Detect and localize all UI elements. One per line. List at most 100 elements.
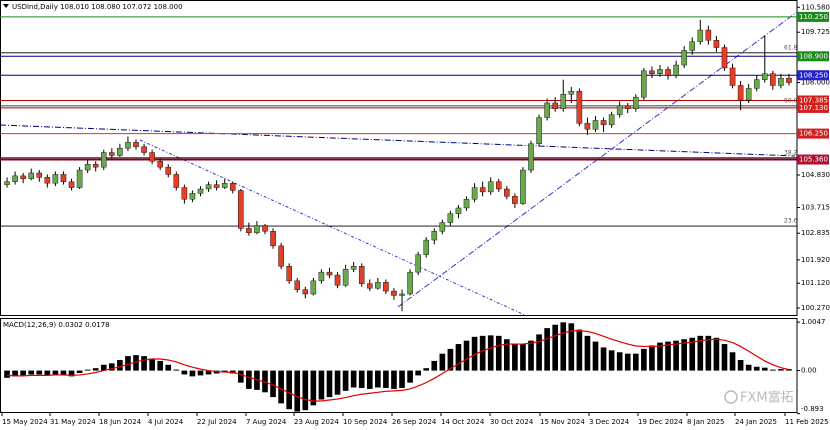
watermark: FXM富拓: [740, 390, 794, 406]
candle-body: [375, 282, 381, 289]
macd-bar: [641, 348, 647, 371]
macd-bar: [262, 370, 268, 393]
candle-body: [657, 69, 663, 74]
candle-body: [721, 47, 728, 69]
macd-bar: [383, 370, 389, 388]
candle-body: [697, 29, 704, 42]
macd-bar: [487, 335, 494, 371]
candle-body: [246, 228, 252, 233]
candle-body: [770, 73, 776, 86]
y-tick-label: 1.0047: [801, 318, 826, 326]
x-tick-label: 18 Jun 2024: [99, 418, 142, 426]
macd-bar: [770, 369, 776, 371]
candle-body: [294, 280, 301, 290]
macd-bar: [665, 341, 671, 371]
candle-body: [302, 289, 309, 295]
macd-bar: [721, 344, 728, 371]
x-tick-label: 7 Aug 2024: [246, 418, 287, 426]
candle-body: [407, 271, 413, 295]
candle-body: [633, 96, 639, 109]
candle-body: [504, 188, 510, 197]
macd-bar: [471, 336, 478, 371]
candle-body: [592, 120, 599, 130]
candle-body: [471, 187, 478, 200]
macd-bar: [713, 337, 720, 371]
candle-body: [254, 225, 260, 233]
y-tick-label: -0.893: [801, 405, 824, 413]
candle-body: [544, 102, 550, 118]
macd-bar: [157, 360, 164, 371]
macd-bar: [125, 356, 131, 371]
macd-bar: [528, 340, 534, 371]
x-tick-label: 11 Feb 2025: [785, 418, 829, 426]
level-label: 108.250: [799, 71, 828, 79]
candle-body: [326, 271, 333, 276]
macd-bar: [375, 370, 381, 388]
candle-body: [358, 266, 365, 284]
candle-body: [520, 169, 526, 204]
candle-body: [205, 184, 212, 190]
candle-body: [4, 181, 10, 185]
macd-bar: [205, 370, 212, 375]
macd-bar: [439, 353, 446, 371]
candle-body: [60, 174, 67, 182]
candle-body: [552, 102, 558, 109]
macd-bar: [786, 369, 792, 371]
candle-body: [189, 193, 196, 200]
macd-bar: [697, 335, 704, 371]
level-box: [797, 102, 829, 113]
candle-body: [455, 207, 462, 214]
fib-label: 38.2: [784, 149, 798, 156]
signal-line: [6, 329, 790, 402]
x-tick-label: 19 Dec 2024: [638, 418, 683, 426]
candle-body: [737, 85, 744, 101]
candle-body: [36, 172, 43, 178]
candle-body: [76, 169, 83, 188]
candle-body: [165, 166, 172, 175]
candle-body: [584, 123, 591, 130]
y-tick-label: 109.725: [801, 28, 830, 36]
collapse-icon[interactable]: [3, 4, 9, 8]
candle-body: [399, 293, 405, 296]
candle-body: [173, 174, 180, 188]
level-label: 107.385: [799, 96, 828, 104]
candle-body: [786, 77, 792, 83]
macd-bar: [576, 329, 583, 371]
macd-bar: [584, 335, 591, 371]
macd-bar: [431, 360, 438, 371]
candle-body: [762, 73, 768, 80]
macd-bar: [92, 368, 99, 371]
candle-body: [673, 64, 679, 76]
candle-body: [423, 239, 429, 255]
candle-body: [44, 177, 51, 184]
x-tick-label: 22 Jul 2024: [197, 418, 237, 426]
candle-body: [262, 225, 268, 232]
macd-bar: [366, 370, 373, 389]
macd-bar: [753, 366, 760, 371]
x-tick-label: 24 Jan 2025: [735, 418, 777, 426]
macd-bar: [649, 345, 655, 371]
x-tick-label: 8 Jan 2025: [687, 418, 725, 426]
macd-bar: [286, 370, 292, 410]
candle-body: [576, 91, 583, 124]
macd-bar: [495, 335, 502, 371]
level-label: 106.250: [799, 130, 828, 138]
macd-bar: [536, 334, 542, 371]
macd-bar: [278, 370, 284, 404]
x-tick-label: 10 Sep 2024: [343, 418, 388, 426]
macd-bar: [568, 323, 575, 371]
macd-bar: [544, 328, 550, 371]
level-label: 107.130: [799, 104, 828, 112]
y-tick-label: 110.580: [801, 3, 830, 11]
macd-bar: [399, 370, 405, 388]
macd-bar: [616, 352, 623, 371]
x-tick-label: 30 Oct 2024: [490, 418, 534, 426]
macd-bar: [173, 369, 180, 371]
candle-body: [68, 181, 75, 188]
macd-bar: [4, 370, 10, 378]
candle-body: [350, 266, 357, 270]
macd-bar: [592, 341, 599, 371]
candle-body: [318, 271, 325, 282]
candle-body: [616, 105, 623, 115]
